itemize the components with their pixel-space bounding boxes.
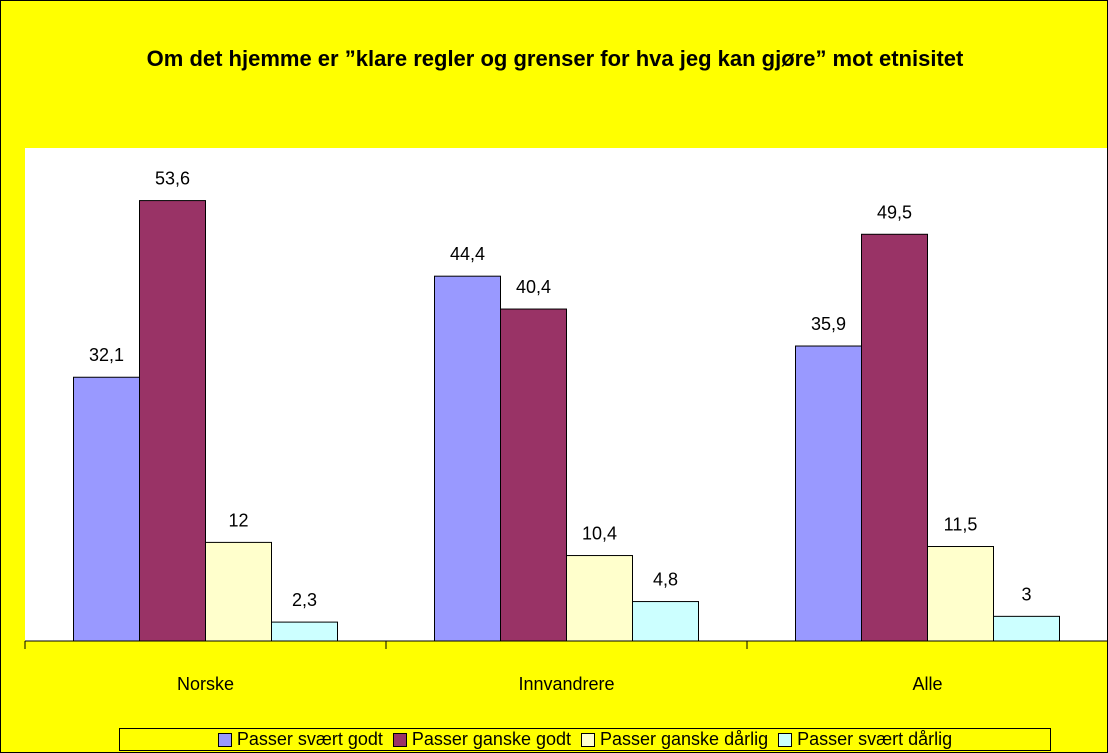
data-label: 11,5 — [944, 515, 978, 535]
legend-item: Passer svært godt — [217, 729, 383, 750]
legend-item: Passer ganske godt — [392, 729, 571, 750]
bar — [139, 200, 206, 642]
legend-swatch — [217, 733, 232, 748]
legend-swatch — [392, 733, 407, 748]
bar — [632, 601, 699, 642]
bar — [861, 233, 928, 642]
data-label: 12 — [228, 510, 248, 530]
bar — [566, 555, 633, 642]
data-label: 3 — [1021, 584, 1031, 604]
legend-label: Passer ganske dårlig — [600, 729, 769, 749]
legend-item: Passer ganske dårlig — [581, 729, 768, 750]
x-tick-label: Alle — [912, 674, 942, 694]
legend-label: Passer svært dårlig — [797, 729, 953, 749]
legend: Passer svært godt Passer ganske godt Passe… — [119, 728, 1051, 751]
bar — [927, 546, 994, 642]
bar — [73, 376, 140, 642]
bar — [205, 541, 272, 642]
x-tick-label: Innvandrere — [518, 674, 614, 694]
data-label: 35,9 — [811, 314, 846, 334]
data-label: 49,5 — [877, 202, 912, 222]
bar — [993, 615, 1060, 642]
legend-item: Passer svært dårlig — [778, 729, 952, 750]
data-label: 10,4 — [582, 524, 617, 544]
bar — [500, 308, 567, 642]
bar — [795, 345, 862, 642]
data-label: 4,8 — [653, 570, 678, 590]
data-label: 44,4 — [450, 244, 485, 264]
legend-swatch — [581, 733, 595, 748]
chart-title: Om det hjemme er ”klare regler og grense… — [146, 46, 964, 71]
legend-swatch — [778, 733, 793, 748]
legend-label: Passer ganske godt — [411, 729, 571, 749]
data-label: 32,1 — [89, 345, 124, 365]
data-label: 2,3 — [292, 590, 317, 610]
bar — [434, 275, 501, 642]
bar — [271, 621, 338, 642]
legend-label: Passer svært godt — [236, 729, 383, 749]
x-tick-label: Norske — [177, 674, 234, 694]
data-label: 53,6 — [155, 169, 190, 189]
data-label: 40,4 — [516, 277, 551, 297]
